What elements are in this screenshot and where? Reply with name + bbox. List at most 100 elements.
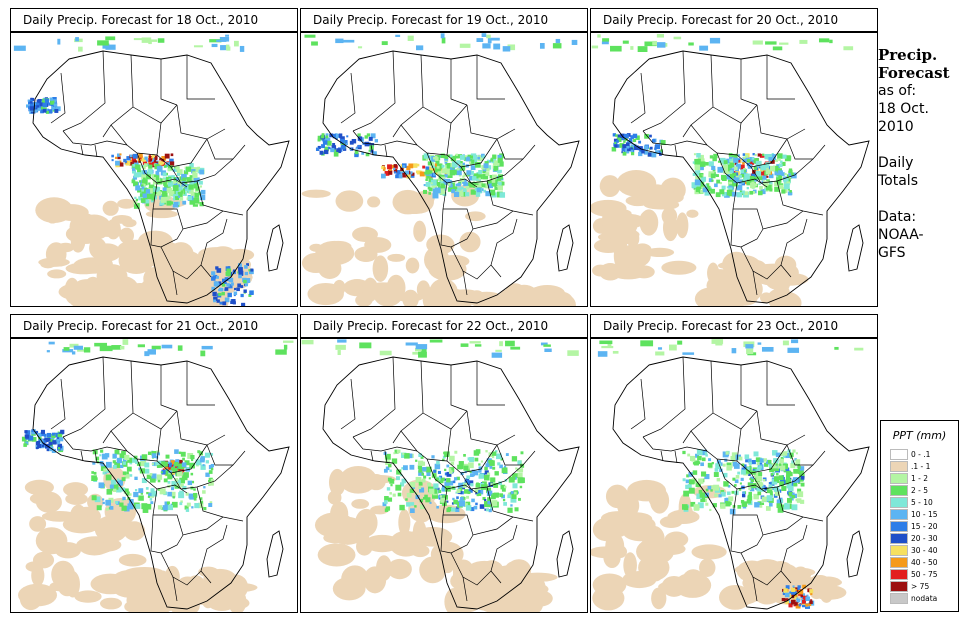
precip-cell (430, 179, 437, 186)
precip-cell (165, 454, 170, 459)
precip-cell (121, 498, 125, 502)
data-source-line1: Data: (878, 209, 917, 225)
precip-cell (142, 507, 149, 513)
legend-label: 1 - 2 (911, 473, 929, 483)
precip-cell (707, 462, 713, 468)
precip-cell (797, 488, 802, 493)
precip-cell (755, 457, 761, 462)
legend-item: 40 - 50 (881, 556, 958, 568)
precip-cell (194, 192, 200, 198)
country-border (476, 361, 505, 406)
precip-cell (775, 463, 778, 466)
precip-cell (723, 160, 728, 165)
precip-cell (26, 104, 30, 108)
precip-cell (160, 507, 164, 510)
precip-cell (301, 339, 314, 345)
precip-cell (451, 507, 456, 512)
precip-cell (179, 477, 186, 484)
precip-cell (422, 165, 426, 169)
precip-light-patch (441, 555, 455, 574)
precip-cell (758, 465, 762, 469)
precip-cell (151, 453, 157, 459)
precip-light-patch (332, 576, 366, 601)
precip-cell (713, 472, 719, 477)
precip-cell (431, 473, 437, 478)
precip-cell (395, 34, 401, 37)
precip-cell (408, 163, 414, 169)
precip-cell (721, 176, 727, 181)
precip-cell (729, 164, 733, 168)
precip-light-patch (127, 283, 153, 299)
precip-cell (453, 477, 458, 481)
precip-cell (335, 344, 346, 350)
precip-cell (739, 164, 745, 170)
precip-cell (472, 474, 475, 477)
precip-cell (731, 348, 737, 354)
country-border (160, 365, 178, 412)
precip-cell (475, 483, 481, 488)
precip-cell (124, 160, 127, 163)
precip-cell (447, 182, 451, 186)
precip-cell (132, 153, 138, 159)
precip-cell (429, 339, 443, 343)
precip-cell (162, 178, 166, 182)
precip-cell (151, 197, 155, 201)
precip-cell (797, 585, 801, 589)
precip-cell (191, 458, 194, 462)
precip-cell (723, 164, 729, 170)
precip-cell (459, 43, 471, 48)
precip-cell (649, 146, 653, 150)
panel-title: Daily Precip. Forecast for 18 Oct., 2010 (10, 8, 298, 32)
precip-cell (244, 265, 248, 269)
precip-cell (460, 178, 465, 183)
precip-cell (138, 495, 144, 501)
precip-cell (46, 448, 49, 452)
precip-cell (428, 488, 435, 495)
precip-cell (415, 495, 420, 500)
precip-cell (172, 169, 176, 172)
precip-cell (142, 160, 148, 166)
precip-cell (710, 188, 715, 194)
precip-cell (402, 452, 405, 455)
precip-cell (393, 164, 398, 168)
precip-cell (126, 156, 131, 161)
precip-cell (437, 489, 442, 494)
precip-cell (493, 43, 501, 50)
precip-cell (200, 464, 206, 470)
precip-cell (155, 456, 159, 459)
precip-cell (789, 483, 792, 486)
precip-cell (797, 465, 801, 469)
legend-item: 30 - 40 (881, 544, 958, 556)
precip-cell (615, 134, 618, 137)
precip-cell (806, 594, 809, 597)
precip-cell (742, 157, 748, 163)
precip-cell (13, 45, 26, 51)
precip-cell (340, 136, 345, 141)
precip-map (590, 32, 878, 307)
precip-cell (175, 177, 180, 181)
precip-cell (208, 477, 213, 482)
precip-cell (199, 201, 204, 207)
precip-light-patch (324, 240, 352, 252)
precip-cell (791, 505, 795, 509)
precip-cell (469, 155, 474, 159)
precip-cell (106, 489, 113, 495)
precip-cell (180, 451, 186, 457)
precip-cell (153, 160, 157, 163)
precip-cell (28, 106, 31, 109)
precip-cell (448, 468, 452, 471)
precip-cell (764, 188, 768, 191)
precip-cell (210, 453, 214, 456)
precip-cell (150, 488, 155, 493)
precip-cell (420, 461, 426, 466)
precip-light-patch (686, 209, 699, 218)
precip-cell (470, 153, 477, 159)
precip-cell (436, 165, 440, 169)
precip-cell (791, 594, 795, 598)
precip-cell (741, 190, 745, 194)
precip-cell (132, 164, 136, 167)
precip-cell (644, 133, 649, 139)
precip-cell (742, 153, 746, 156)
precip-light-patch (548, 291, 573, 306)
country-border (450, 365, 468, 412)
